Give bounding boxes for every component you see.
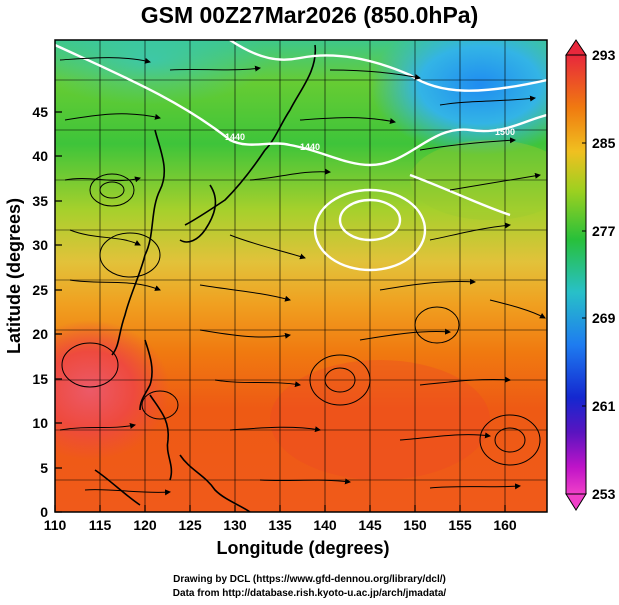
y-tick-label: 25 [32,282,48,298]
y-tick-label: 20 [32,326,48,342]
colorbar-label: 285 [592,135,616,151]
plot-frame [54,39,548,513]
colorbar-label: 261 [592,398,616,414]
y-tick-label: 40 [32,148,48,164]
x-tick-label: 125 [178,517,202,533]
contour-label: 1500 [495,127,515,137]
x-tick-label: 155 [448,517,472,533]
x-tick-label: 130 [223,517,247,533]
x-tick-label: 135 [268,517,292,533]
x-ticks [54,505,506,512]
y-tick-label: 5 [40,460,48,476]
y-tick-label: 30 [32,237,48,253]
colorbar-label: 277 [592,223,616,239]
x-tick-label: 160 [493,517,517,533]
x-tick-label: 145 [358,517,382,533]
wind-streamlines [59,57,546,496]
x-tick-label: 150 [403,517,427,533]
colorbar-label: 253 [592,486,616,502]
y-tick-label: 0 [40,504,48,520]
contour-label: 1440 [300,142,320,152]
temperature-field: 1440 1440 1500 [55,40,547,512]
x-axis-label: Longitude (degrees) [216,538,389,558]
y-axis-label: Latitude (degrees) [4,198,24,354]
y-tick-label: 10 [32,415,48,431]
credit-data-source: Data from http://database.rish.kyoto-u.a… [172,588,447,599]
colorbar-label: 269 [592,310,616,326]
coastlines [94,44,317,512]
y-tick-label: 15 [32,371,48,387]
x-tick-label: 115 [89,517,112,533]
credit-drawing: Drawing by DCL (https://www.gfd-dennou.o… [173,574,446,585]
y-tick-label: 35 [32,193,48,209]
x-tick-label: 120 [133,517,157,533]
contour-label: 1440 [225,132,245,142]
circulation-swirls [61,173,541,466]
colorbar-label: 293 [592,47,616,63]
chart-title: GSM 00Z27Mar2026 (850.0hPa) [140,2,479,28]
y-ticks [55,111,62,513]
height-contours [55,40,547,272]
y-tick-label: 45 [32,104,48,120]
x-tick-label: 110 [44,517,67,533]
x-tick-label: 140 [313,517,337,533]
colorbar [565,39,587,511]
